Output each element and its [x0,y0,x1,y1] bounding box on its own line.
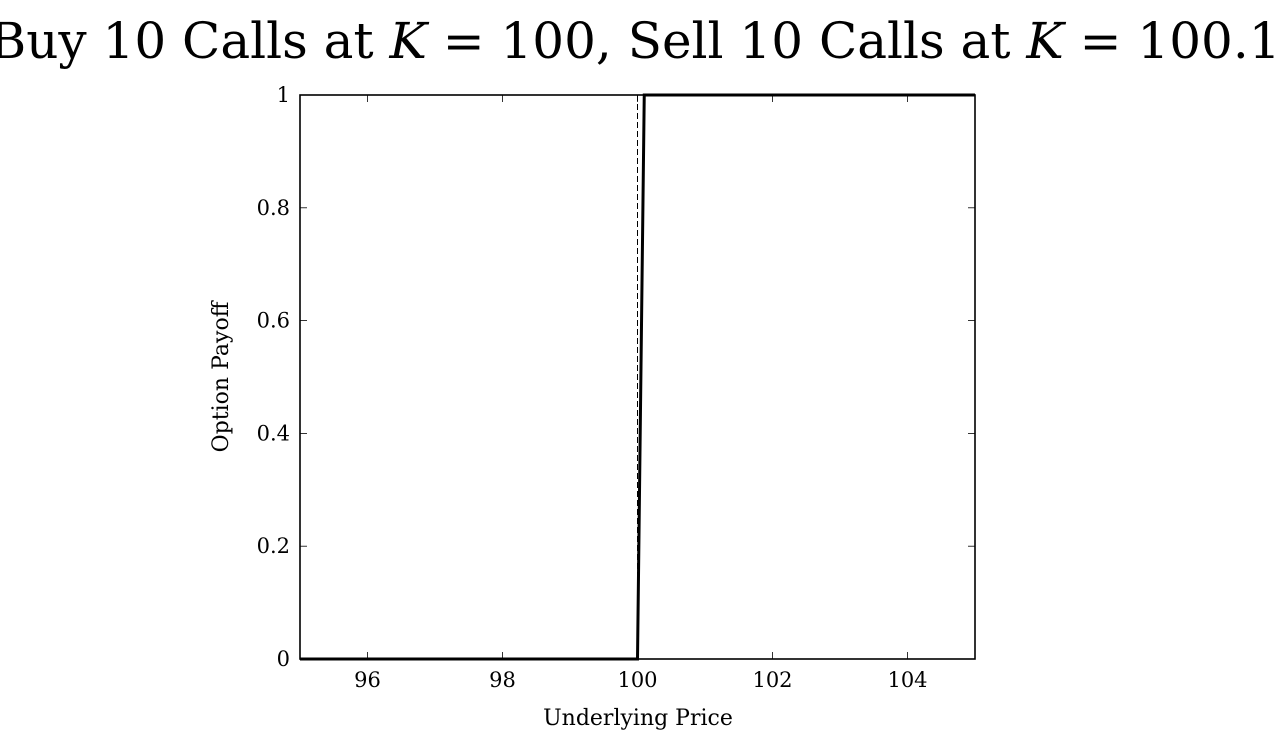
y-tick-label: 0.2 [257,534,290,558]
chart-title-part-2: = 100, Sell 10 Calls at [427,12,1027,70]
chart-title-part-3: = 100.1 [1064,12,1281,70]
chart-title: Buy 10 Calls at K = 100, Sell 10 Calls a… [0,12,1281,70]
x-tick-label: 104 [887,668,927,692]
y-tick-label: 0.6 [257,309,290,333]
y-tick-label: 1 [277,83,290,107]
x-tick-label: 100 [617,668,657,692]
x-tick-label: 102 [752,668,792,692]
x-tick-label: 96 [354,668,381,692]
y-tick-label: 0 [277,647,290,671]
y-axis-label: Option Payoff [209,300,234,452]
plot-frame [299,94,976,660]
chart-title-var-1: K [388,12,429,70]
chart-title-part-1: Buy 10 Calls at [0,12,389,70]
chart-title-var-2: K [1025,12,1066,70]
plot-area: 96 98 100 102 104 0 0.2 0.4 0.6 0.8 1 [257,83,976,692]
y-tick-label: 0.4 [257,421,290,445]
y-tick-label: 0.8 [257,196,290,220]
x-axis-label: Underlying Price [543,706,733,731]
x-tick-label: 98 [489,668,516,692]
